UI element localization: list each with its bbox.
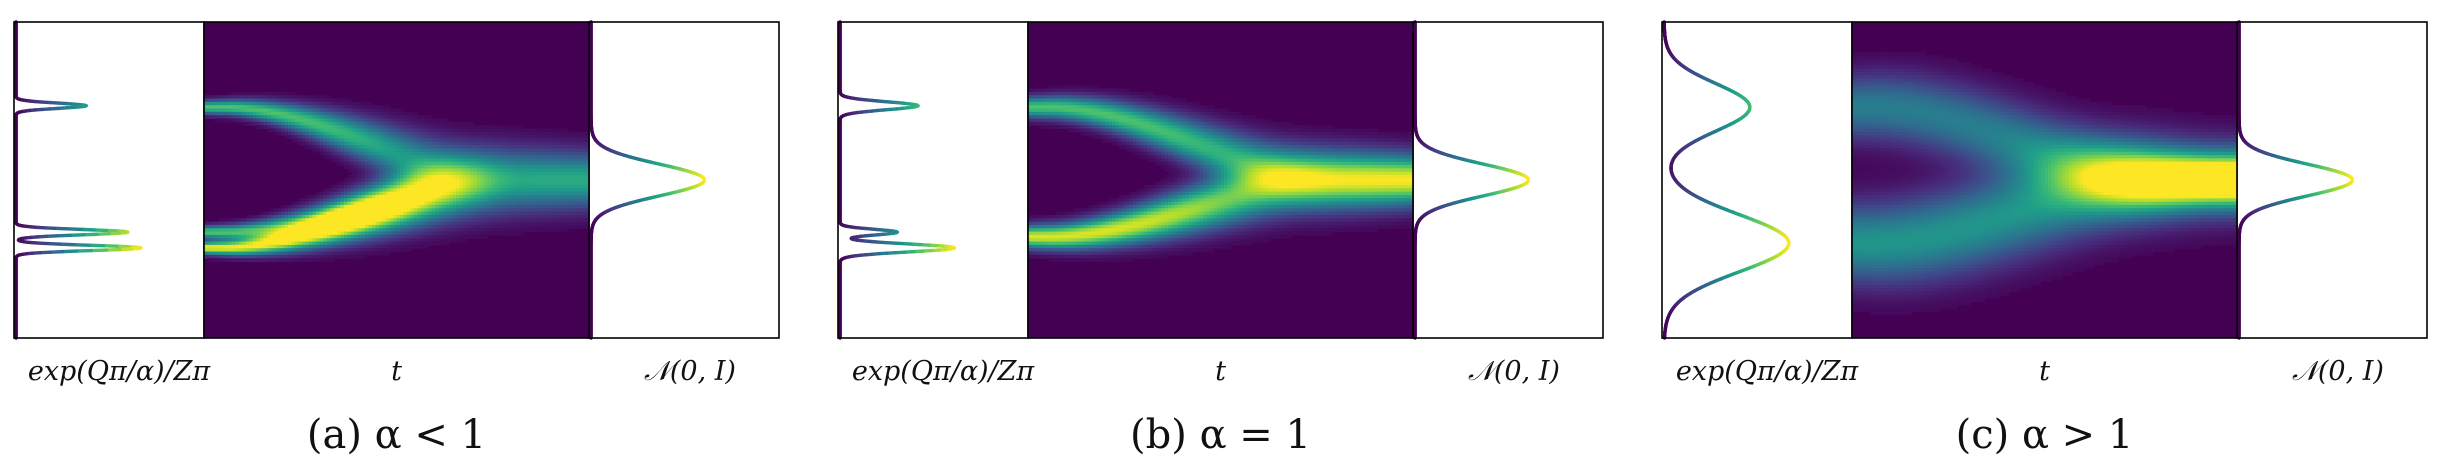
left-density-curve-segment bbox=[81, 227, 99, 232]
panel-b: exp(Qπ/α)/Zπ t 𝒩(0, I) (b) α = 1 bbox=[837, 20, 1604, 458]
panel-caption: (a) α < 1 bbox=[307, 412, 486, 458]
left-density-curve-segment bbox=[104, 247, 122, 252]
panel-caption: (c) α > 1 bbox=[1956, 412, 2134, 458]
flow-frame bbox=[1027, 21, 1414, 339]
left-density-curve-segment bbox=[74, 243, 94, 248]
right-density-plot bbox=[588, 20, 780, 340]
flow-heatmap bbox=[1027, 21, 1414, 339]
left-density-plot bbox=[837, 20, 1029, 340]
left-density-curve-segment bbox=[81, 232, 99, 237]
time-axis-label: t bbox=[2039, 356, 2050, 387]
left-density-curve-segment bbox=[89, 248, 109, 253]
left-axis-label: exp(Qπ/α)/Zπ bbox=[28, 356, 212, 387]
left-density-plot bbox=[13, 20, 205, 340]
left-density-curve-segment bbox=[68, 233, 86, 238]
flow-frame bbox=[203, 21, 590, 339]
flow-heatmap bbox=[203, 21, 590, 339]
right-axis-label: 𝒩(0, I) bbox=[644, 356, 736, 387]
left-density-curve-segment bbox=[74, 248, 94, 253]
left-density-curve-segment bbox=[60, 242, 79, 247]
left-density-curve-segment bbox=[48, 249, 65, 254]
left-density-curve-segment bbox=[95, 228, 111, 233]
panel-a: exp(Qπ/α)/Zπ t 𝒩(0, I) (a) α < 1 bbox=[13, 20, 780, 458]
time-axis-label: t bbox=[391, 356, 402, 387]
left-density-curve-segment bbox=[55, 226, 72, 231]
right-axis-label: 𝒩(0, I) bbox=[2292, 356, 2384, 387]
left-density-plot bbox=[1661, 20, 1853, 340]
left-density-curve-segment bbox=[48, 242, 65, 246]
left-axis-label: exp(Qπ/α)/Zπ bbox=[852, 356, 1036, 387]
left-density-curve-segment bbox=[118, 247, 133, 252]
left-density-curve-segment bbox=[104, 244, 122, 249]
flow-frame bbox=[1851, 21, 2238, 339]
left-density-curve-segment bbox=[118, 244, 133, 249]
right-axis-label: 𝒩(0, I) bbox=[1468, 356, 1560, 387]
left-density-curve-segment bbox=[95, 232, 111, 236]
left-density-curve-segment bbox=[45, 226, 60, 231]
right-density-plot bbox=[1412, 20, 1604, 340]
left-density-curve-segment bbox=[60, 249, 79, 254]
time-axis-label: t bbox=[1215, 356, 1226, 387]
left-density-curve-segment bbox=[68, 227, 86, 232]
left-density-curve-segment bbox=[45, 234, 60, 239]
flow-heatmap bbox=[1851, 21, 2238, 339]
panel-c: exp(Qπ/α)/Zπ t 𝒩(0, I) (c) α > 1 bbox=[1661, 20, 2428, 458]
left-density-curve-segment bbox=[55, 233, 72, 238]
panel-caption: (b) α = 1 bbox=[1130, 412, 1311, 458]
left-density-curve-segment bbox=[89, 243, 109, 248]
right-density-plot bbox=[2236, 20, 2428, 340]
left-axis-label: exp(Qπ/α)/Zπ bbox=[1676, 356, 1860, 387]
